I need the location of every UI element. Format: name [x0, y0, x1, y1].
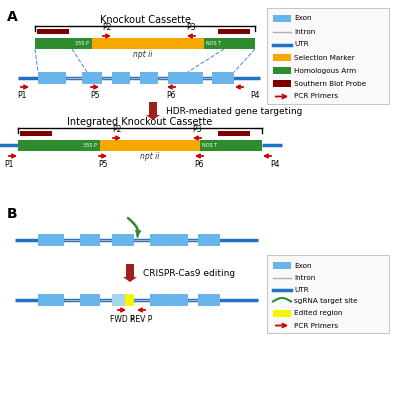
Text: PCR Primers: PCR Primers [294, 94, 338, 100]
Text: 35S P: 35S P [83, 143, 97, 148]
Bar [212, 72, 234, 84]
Bar [125, 294, 134, 306]
Text: P3: P3 [192, 125, 202, 134]
Text: Homologous Arm: Homologous Arm [294, 68, 356, 74]
Text: P2: P2 [112, 125, 122, 134]
Bar [72, 38, 92, 49]
Bar [38, 234, 64, 246]
Bar [218, 131, 250, 136]
Bar [80, 294, 100, 306]
Text: P3: P3 [186, 23, 196, 32]
Bar [82, 72, 102, 84]
Text: HDR-mediated gene targeting: HDR-mediated gene targeting [166, 106, 302, 116]
Bar [80, 140, 220, 151]
Text: sgRNA target site: sgRNA target site [294, 298, 358, 304]
Text: P2: P2 [102, 23, 112, 32]
Bar [112, 294, 134, 306]
Text: P1: P1 [17, 91, 26, 100]
Bar [112, 234, 134, 246]
Text: npt ii: npt ii [133, 50, 153, 59]
Text: NOS T: NOS T [206, 41, 222, 46]
Bar [267, 8, 389, 104]
Bar [273, 15, 291, 22]
Text: P4: P4 [250, 91, 260, 100]
Text: 35S P: 35S P [75, 41, 89, 46]
FancyArrow shape [123, 264, 137, 282]
Text: P4: P4 [270, 160, 280, 169]
Bar [204, 38, 224, 49]
Text: P5: P5 [90, 91, 100, 100]
Text: Exon: Exon [294, 262, 312, 268]
Text: UTR: UTR [294, 42, 309, 48]
Bar [112, 294, 125, 306]
Bar [273, 67, 291, 74]
Bar [150, 294, 188, 306]
Bar [150, 234, 188, 246]
Text: P1: P1 [4, 160, 13, 169]
Bar [273, 262, 291, 269]
Bar [80, 140, 100, 151]
Bar [200, 140, 220, 151]
FancyArrow shape [146, 102, 160, 120]
Bar [38, 294, 64, 306]
Bar [273, 80, 291, 87]
Bar [218, 29, 250, 34]
Bar [38, 72, 66, 84]
Bar [112, 72, 130, 84]
Text: P6: P6 [166, 91, 176, 100]
Bar [72, 38, 224, 49]
Bar [273, 54, 291, 61]
Bar [80, 234, 100, 246]
Text: FWD P: FWD P [110, 315, 134, 324]
Bar [140, 72, 158, 84]
Text: Knockout Cassette: Knockout Cassette [99, 15, 191, 25]
Text: PCR Primers: PCR Primers [294, 322, 338, 328]
Bar [198, 234, 220, 246]
Bar [35, 38, 255, 49]
Bar [273, 310, 291, 317]
Text: Southern Blot Probe: Southern Blot Probe [294, 80, 366, 86]
Text: NOS T: NOS T [202, 143, 218, 148]
Text: UTR: UTR [294, 286, 309, 292]
Text: Selection Marker: Selection Marker [294, 54, 355, 60]
Text: Exon: Exon [294, 16, 312, 22]
Text: Intron: Intron [294, 28, 315, 34]
Bar [168, 72, 203, 84]
Text: A: A [7, 10, 18, 24]
Text: P6: P6 [194, 160, 204, 169]
Text: Intron: Intron [294, 274, 315, 280]
Text: Integrated Knockout Cassette: Integrated Knockout Cassette [67, 117, 213, 127]
Bar [198, 294, 220, 306]
Text: Edited region: Edited region [294, 310, 342, 316]
Text: CRISPR-Cas9 editing: CRISPR-Cas9 editing [143, 268, 235, 278]
Text: npt ii: npt ii [140, 152, 160, 161]
Bar [20, 131, 52, 136]
Text: P5: P5 [98, 160, 108, 169]
Bar [267, 255, 389, 333]
Text: B: B [7, 207, 18, 221]
Bar [37, 29, 69, 34]
Bar [18, 140, 262, 151]
Text: REV P: REV P [130, 315, 152, 324]
